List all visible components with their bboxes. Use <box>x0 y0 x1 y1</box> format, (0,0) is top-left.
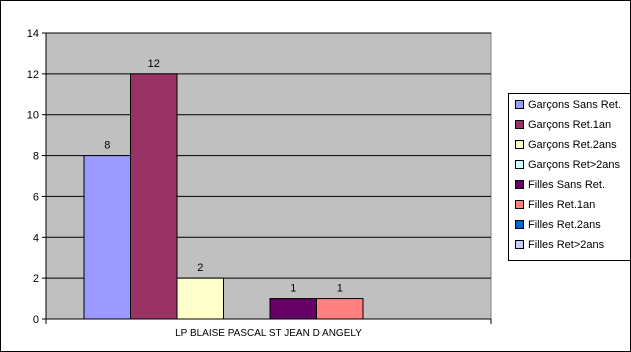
legend-item: Filles Ret.1an <box>515 198 595 212</box>
y-tick-label: 14 <box>27 28 39 40</box>
bar-gar-ons-ret-1an <box>130 73 178 320</box>
data-label: 1 <box>290 283 296 295</box>
legend-swatch <box>515 119 524 129</box>
y-tick-label: 8 <box>33 151 39 163</box>
category-label: LP BLAISE PASCAL ST JEAN D ANGELY <box>175 328 362 339</box>
legend-item: Filles Ret.2ans <box>515 218 601 232</box>
legend-item: Garçons Ret>2ans <box>515 158 620 172</box>
y-tick-label: 10 <box>27 110 39 122</box>
y-tick-label: 2 <box>33 273 39 285</box>
legend-item: Filles Ret>2ans <box>515 238 604 252</box>
data-label: 12 <box>148 58 160 70</box>
bar-filles-sans-ret- <box>269 298 317 320</box>
bar-gar-ons-sans-ret- <box>83 155 131 320</box>
bar-filles-ret-1an <box>316 298 364 320</box>
bar-gar-ons-ret-2ans <box>176 277 224 320</box>
legend-swatch <box>515 159 524 169</box>
legend-label: Garçons Ret.2ans <box>528 139 617 152</box>
legend-item: Garçons Ret.2ans <box>515 138 617 152</box>
legend-label: Garçons Ret>2ans <box>528 159 621 172</box>
legend-label: Filles Sans Ret. <box>528 179 606 192</box>
legend-label: Filles Ret.2ans <box>528 219 601 232</box>
legend-swatch <box>515 219 524 229</box>
legend-swatch <box>515 199 524 209</box>
legend: Garçons Sans Ret. Garçons Ret.1an Garçons … <box>508 93 630 261</box>
legend-label: Garçons Sans Ret. <box>528 99 621 112</box>
data-label: 1 <box>337 283 343 295</box>
bars <box>83 73 364 320</box>
legend-swatch <box>515 99 524 109</box>
legend-label: Filles Ret>2ans <box>528 239 605 252</box>
legend-label: Garçons Ret.1an <box>528 119 612 132</box>
y-tick-label: 0 <box>33 314 39 326</box>
legend-swatch <box>515 239 524 249</box>
data-label: 8 <box>104 140 110 152</box>
legend-swatch <box>515 139 524 149</box>
data-labels: 8 12 2 1 1 <box>104 58 343 295</box>
legend-item: Garçons Sans Ret. <box>515 98 621 112</box>
y-tick-label: 6 <box>33 191 39 203</box>
legend-item: Garçons Ret.1an <box>515 118 611 132</box>
legend-swatch <box>515 179 524 189</box>
legend-item: Filles Sans Ret. <box>515 178 605 192</box>
y-tick-label: 4 <box>33 232 39 244</box>
data-label: 2 <box>197 262 203 274</box>
legend-label: Filles Ret.1an <box>528 199 596 212</box>
y-tick-label: 12 <box>27 69 39 81</box>
